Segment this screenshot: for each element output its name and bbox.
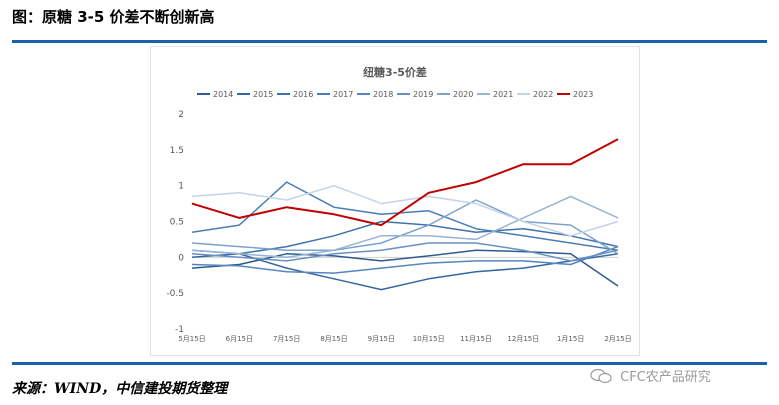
legend-label: 2018 (373, 90, 393, 99)
legend: 2014 2015 2016 2017 2018 2019 2020 2021 2022 2023 (197, 90, 593, 99)
legend-label: 2022 (533, 90, 553, 99)
legend-label: 2023 (573, 90, 593, 99)
watermark-text: CFC农产品研究 (620, 370, 711, 385)
legend-label: 2016 (293, 90, 313, 99)
watermark: CFC农产品研究 (590, 366, 770, 390)
y-tick-label: -0.5 (166, 289, 184, 299)
series-line-2017 (191, 181, 619, 251)
chart-title: 纽糖3-5价差 (363, 65, 427, 79)
legend-label: 2019 (413, 90, 433, 99)
series-line-2019 (191, 242, 619, 262)
legend-label: 2020 (453, 90, 473, 99)
bottom-rule (12, 362, 767, 365)
x-tick-label: 1月15日 (557, 335, 584, 343)
series-line-2016 (191, 220, 619, 255)
legend-label: 2015 (253, 90, 273, 99)
x-tick-label: 8月15日 (320, 335, 347, 343)
series-lines (191, 138, 619, 291)
x-tick-label: 2月15日 (604, 335, 631, 343)
spread-line-chart: 纽糖3-5价差 2014 2015 2016 2017 2018 2019 2020 2021… (166, 65, 631, 343)
x-tick-label: 10月15日 (413, 335, 445, 343)
series-line-2015 (191, 253, 619, 291)
x-tick-label: 9月15日 (368, 335, 395, 343)
top-rule (12, 40, 767, 43)
x-axis: 5月15日 6月15日 7月15日 8月15日 9月15日 10月15日 11月15日 12月… (178, 335, 631, 343)
x-tick-label: 12月15日 (507, 335, 539, 343)
x-tick-label: 6月15日 (226, 335, 253, 343)
series-line-2023 (191, 138, 619, 227)
legend-label: 2014 (213, 90, 233, 99)
x-tick-label: 11月15日 (460, 335, 492, 343)
y-tick-label: 2 (178, 110, 184, 120)
chart-frame (150, 46, 640, 356)
series-line-2020 (191, 199, 619, 255)
wechat-icon (590, 368, 612, 383)
y-tick-label: 0 (178, 253, 184, 263)
series-line-2021 (191, 195, 619, 259)
legend-label: 2017 (333, 90, 353, 99)
y-tick-label: 1 (178, 182, 184, 192)
legend-label: 2021 (493, 90, 513, 99)
x-tick-label: 7月15日 (273, 335, 300, 343)
figure-title: 图：原糖 3-5 价差不断创新高 (12, 8, 215, 26)
y-axis: 2 1.5 1 0.5 0 -0.5 -1 (166, 110, 184, 335)
source-note: 来源：WIND，中信建投期货整理 (12, 381, 228, 397)
series-line-2018 (191, 245, 619, 274)
y-tick-label: -1 (175, 325, 184, 335)
y-tick-label: 1.5 (170, 146, 184, 156)
x-tick-label: 5月15日 (178, 335, 205, 343)
y-tick-label: 0.5 (170, 218, 184, 228)
series-line-2022 (191, 184, 619, 237)
